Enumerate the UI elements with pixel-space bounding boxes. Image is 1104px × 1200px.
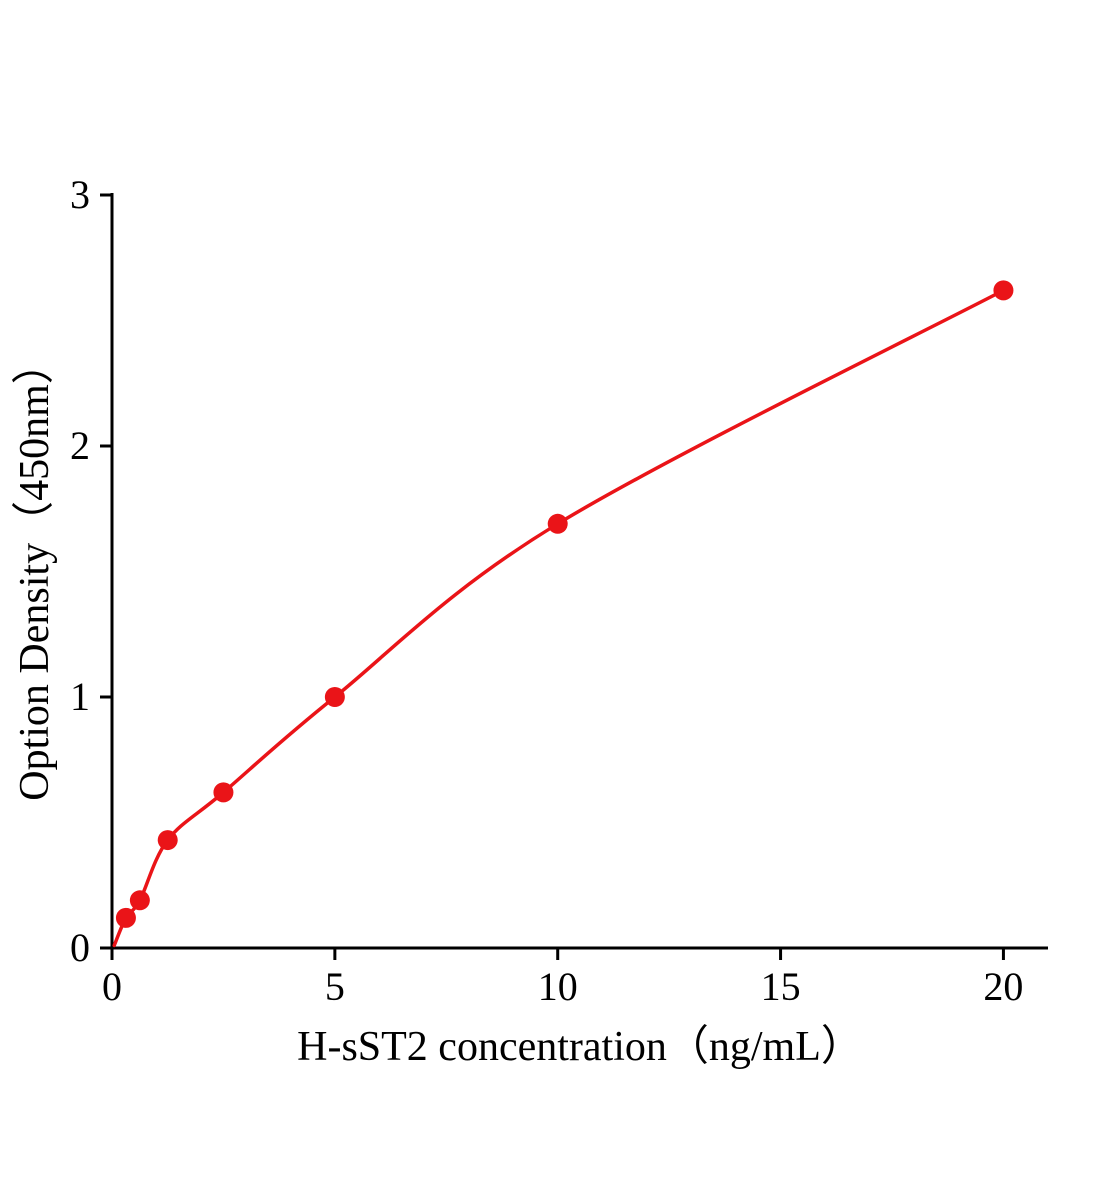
data-point (115, 907, 136, 928)
x-tick-label: 5 (325, 964, 345, 1009)
data-point (324, 687, 345, 707)
x-tick-label: 10 (538, 964, 578, 1009)
y-tick-label: 1 (70, 674, 90, 719)
data-point (213, 782, 234, 803)
data-point (157, 830, 178, 851)
y-tick-label: 0 (70, 925, 90, 970)
data-point (129, 890, 150, 911)
x-axis-title: H-sST2 concentration（ng/mL） (297, 1024, 863, 1070)
y-tick-label: 3 (70, 172, 90, 217)
fit-curve (112, 288, 1006, 948)
y-tick-label: 2 (70, 423, 90, 468)
x-tick-label: 20 (983, 964, 1023, 1009)
data-point (547, 513, 568, 534)
data-point (993, 280, 1014, 301)
x-tick-label: 0 (102, 964, 122, 1009)
x-tick-label: 15 (761, 964, 801, 1009)
y-axis-title: Option Density（450nm） (12, 342, 58, 801)
